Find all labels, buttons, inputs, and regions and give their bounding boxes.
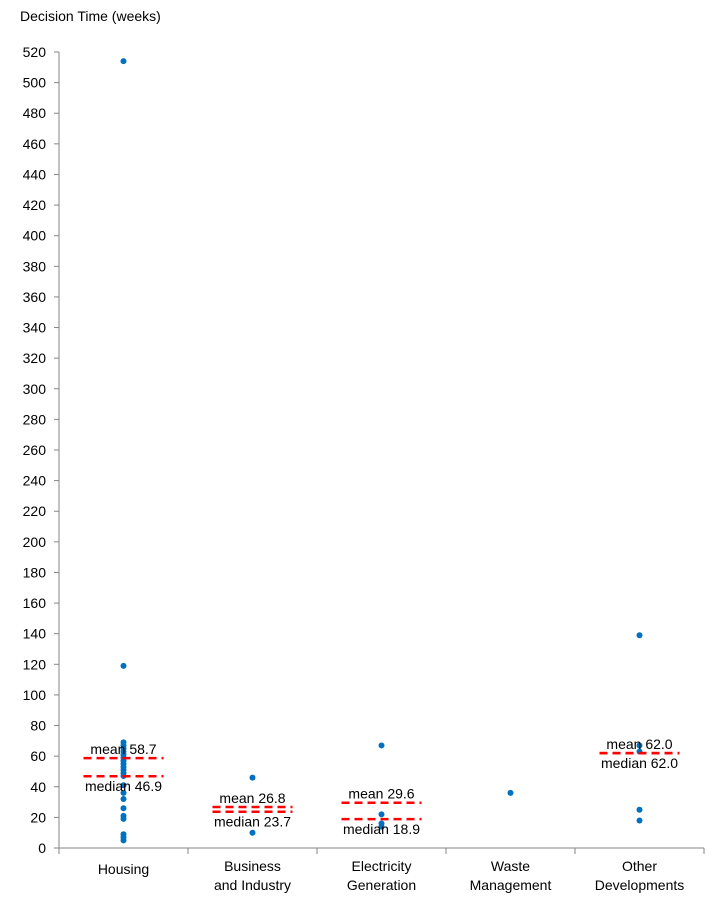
y-tick-label: 520 — [23, 44, 47, 60]
x-tick-label: Housing — [98, 861, 149, 877]
data-point — [378, 742, 385, 749]
y-tick-label: 420 — [23, 197, 47, 213]
y-tick-label: 320 — [23, 350, 47, 366]
y-tick-label: 500 — [23, 75, 47, 91]
y-tick-label: 300 — [23, 381, 47, 397]
x-tick-label: Other — [622, 858, 657, 874]
y-tick-label: 40 — [30, 779, 46, 795]
y-tick-label: 460 — [23, 136, 47, 152]
x-tick-label: Management — [470, 877, 552, 893]
x-tick-label: and Industry — [214, 877, 291, 893]
x-tick-label: Electricity — [352, 858, 412, 874]
data-point — [120, 58, 127, 65]
y-tick-label: 60 — [30, 748, 46, 764]
y-tick-label: 280 — [23, 411, 47, 427]
mean-label: mean 29.6 — [348, 786, 414, 802]
x-tick-label: Generation — [347, 877, 416, 893]
median-label: median 46.9 — [85, 778, 162, 794]
data-point — [636, 632, 643, 639]
y-tick-label: 360 — [23, 289, 47, 305]
data-point — [249, 829, 256, 836]
y-tick-label: 380 — [23, 258, 47, 274]
data-point — [120, 662, 127, 669]
y-tick-label: 100 — [23, 687, 47, 703]
y-tick-label: 0 — [38, 840, 46, 856]
y-tick-label: 480 — [23, 105, 47, 121]
y-tick-label: 200 — [23, 534, 47, 550]
y-tick-label: 80 — [30, 718, 46, 734]
y-tick-label: 140 — [23, 626, 47, 642]
data-point — [378, 823, 385, 830]
y-tick-label: 180 — [23, 564, 47, 580]
data-point — [120, 796, 127, 803]
x-tick-label: Waste — [491, 858, 530, 874]
data-point — [636, 817, 643, 824]
y-tick-label: 240 — [23, 473, 47, 489]
data-point — [120, 789, 127, 796]
data-point — [120, 805, 127, 812]
mean-label: mean 26.8 — [219, 790, 285, 806]
y-tick-label: 120 — [23, 656, 47, 672]
y-tick-label: 260 — [23, 442, 47, 458]
y-tick-label: 160 — [23, 595, 47, 611]
y-axis-title: Decision Time (weeks) — [20, 8, 161, 24]
y-tick-label: 220 — [23, 503, 47, 519]
x-tick-label: Developments — [595, 877, 685, 893]
y-tick-label: 340 — [23, 320, 47, 336]
mean-label: mean 62.0 — [606, 736, 672, 752]
data-point — [120, 782, 127, 789]
y-tick-label: 440 — [23, 166, 47, 182]
y-tick-label: 400 — [23, 228, 47, 244]
data-point — [636, 742, 643, 749]
median-label: median 62.0 — [601, 755, 678, 771]
data-point — [636, 806, 643, 813]
median-label: median 23.7 — [214, 814, 291, 830]
y-tick-label: 20 — [30, 809, 46, 825]
mean-label: mean 58.7 — [90, 741, 156, 757]
data-point — [507, 789, 514, 796]
x-tick-label: Business — [224, 858, 281, 874]
data-point — [249, 774, 256, 781]
data-point — [378, 811, 385, 818]
median-label: median 18.9 — [343, 821, 420, 837]
data-point — [120, 815, 127, 822]
data-point — [120, 837, 127, 844]
